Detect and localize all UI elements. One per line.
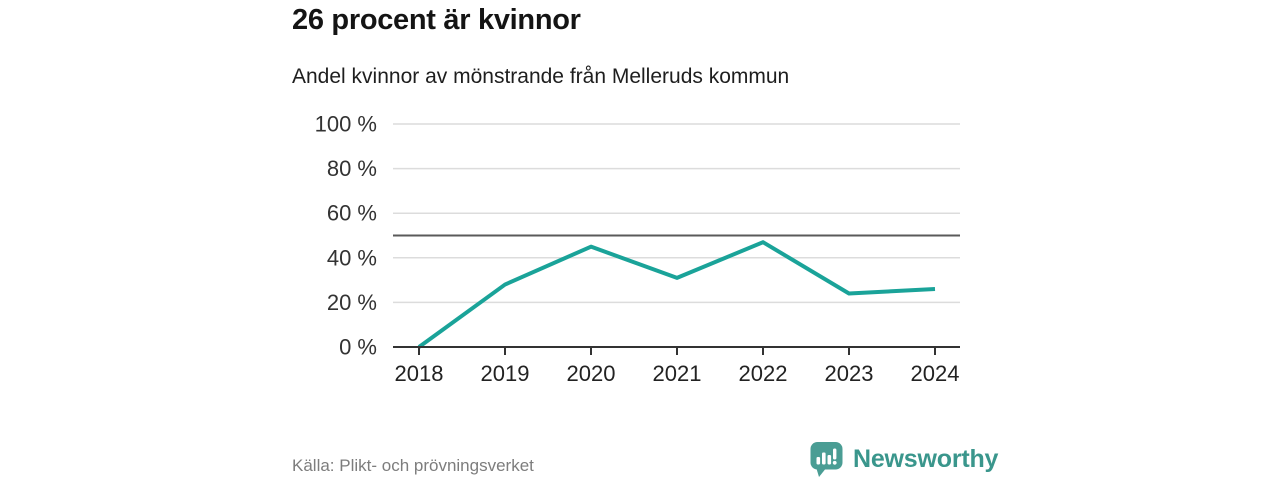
x-axis-tick-label: 2021: [653, 361, 702, 386]
trend-line: [417, 240, 936, 349]
x-axis-tick-label: 2022: [739, 361, 788, 386]
logo-exclamation-dot: [832, 460, 837, 465]
chart-title: 26 procent är kvinnor: [292, 4, 581, 36]
newsworthy-logo-icon: [810, 442, 843, 477]
y-axis-tick-label: 40 %: [327, 245, 377, 270]
y-axis-tick-label: 60 %: [327, 201, 377, 226]
x-axis-tick-label: 2024: [911, 361, 960, 386]
y-axis-tick-label: 0 %: [339, 334, 377, 359]
x-axis-tick-label: 2019: [481, 361, 530, 386]
x-axis-tick-label: 2020: [567, 361, 616, 386]
logo-bar-medium: [827, 455, 832, 465]
logo-bar-small: [816, 457, 821, 465]
x-axis-tick-label: 2018: [395, 361, 444, 386]
newsworthy-logo: Newsworthy: [808, 440, 998, 478]
x-axis-tick-label: 2023: [825, 361, 874, 386]
y-axis-tick-label: 80 %: [327, 156, 377, 181]
y-axis-tick-label: 20 %: [327, 290, 377, 315]
chart-subtitle: Andel kvinnor av mönstrande från Melleru…: [292, 65, 790, 88]
logo-bar-tall: [822, 452, 826, 465]
newsworthy-logo-text: Newsworthy: [853, 444, 999, 473]
logo-exclamation-bar: [833, 448, 837, 460]
y-axis-tick-label: 100 %: [315, 111, 377, 136]
source-label: Källa: Plikt- och prövningsverket: [292, 456, 534, 475]
